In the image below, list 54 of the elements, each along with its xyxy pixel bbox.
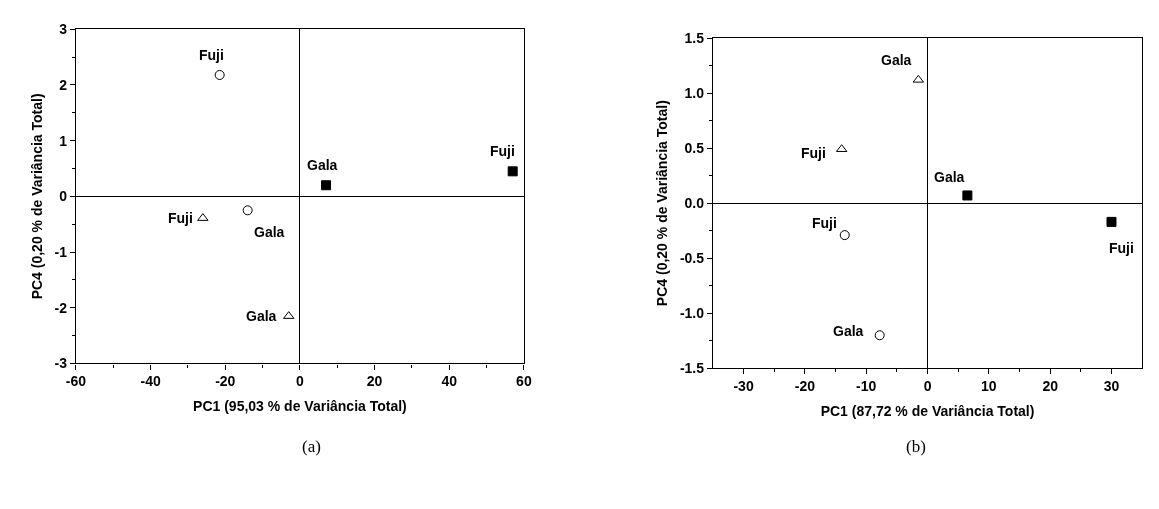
annotation: Fuji	[812, 215, 837, 231]
y-tick-label: 0.0	[684, 195, 705, 212]
y-tick-label: 0	[59, 188, 68, 205]
annotation: Gala	[307, 157, 338, 173]
annotation: Fuji	[801, 145, 826, 161]
point	[507, 166, 518, 177]
y-tick-label: 3	[59, 21, 68, 38]
x-tick-label: -20	[794, 378, 816, 395]
x-tick-label: 40	[441, 373, 458, 390]
x-tick-label: -20	[215, 373, 236, 390]
y-tick-label: -3	[54, 355, 68, 372]
x-tick-label: 0	[296, 373, 305, 390]
y-tick-label: 0.5	[684, 140, 705, 157]
y-tick-label: 1.5	[684, 29, 705, 46]
point	[321, 180, 332, 191]
annotation: Gala	[833, 323, 864, 339]
x-tick-label: -10	[856, 378, 877, 395]
x-tick-label: 20	[1042, 378, 1059, 395]
x-axis-title: PC1 (95,03 % de Variância Total)	[193, 397, 407, 414]
point	[1106, 216, 1117, 227]
x-tick-label: -40	[140, 373, 161, 390]
x-tick-label: 20	[366, 373, 383, 390]
annotation: Gala	[246, 308, 277, 324]
y-tick-label: 1	[59, 132, 68, 149]
y-tick-label: -2	[54, 299, 68, 316]
point	[874, 330, 885, 341]
annotation: Fuji	[199, 47, 224, 63]
point	[214, 69, 225, 80]
x-tick-label: -30	[733, 378, 754, 395]
text: (b)	[906, 437, 926, 456]
x-axis-title: PC1 (87,72 % de Variância Total)	[820, 402, 1035, 419]
annotation: Fuji	[1109, 240, 1134, 256]
y-tick-label: -0.5	[679, 250, 705, 267]
point	[839, 230, 850, 241]
point	[962, 190, 973, 201]
y-tick-label: -1.5	[679, 360, 705, 377]
y-tick-label: -1.0	[679, 305, 705, 322]
y-axis-title: PC4 (0,20 % de Variância Total)	[654, 100, 671, 307]
x-tick-label: 0	[923, 378, 932, 395]
x-tick-label: -60	[65, 373, 87, 390]
y-tick-label: -1	[54, 243, 68, 260]
annotation: Fuji	[490, 143, 515, 159]
annotation: Gala	[254, 224, 285, 240]
annotation: Gala	[881, 52, 912, 68]
y-axis-title: PC4 (0,20 % de Variância Total)	[29, 93, 46, 300]
x-tick-label: 60	[516, 373, 532, 390]
y-tick-label: 1.0	[684, 84, 705, 101]
annotation: Gala	[934, 169, 965, 185]
annotation: Fuji	[168, 210, 193, 226]
text: (a)	[302, 437, 321, 456]
x-tick-label: 30	[1103, 378, 1120, 395]
x-tick-label: 10	[981, 378, 997, 395]
point	[242, 205, 253, 216]
y-tick-label: 2	[59, 76, 68, 93]
